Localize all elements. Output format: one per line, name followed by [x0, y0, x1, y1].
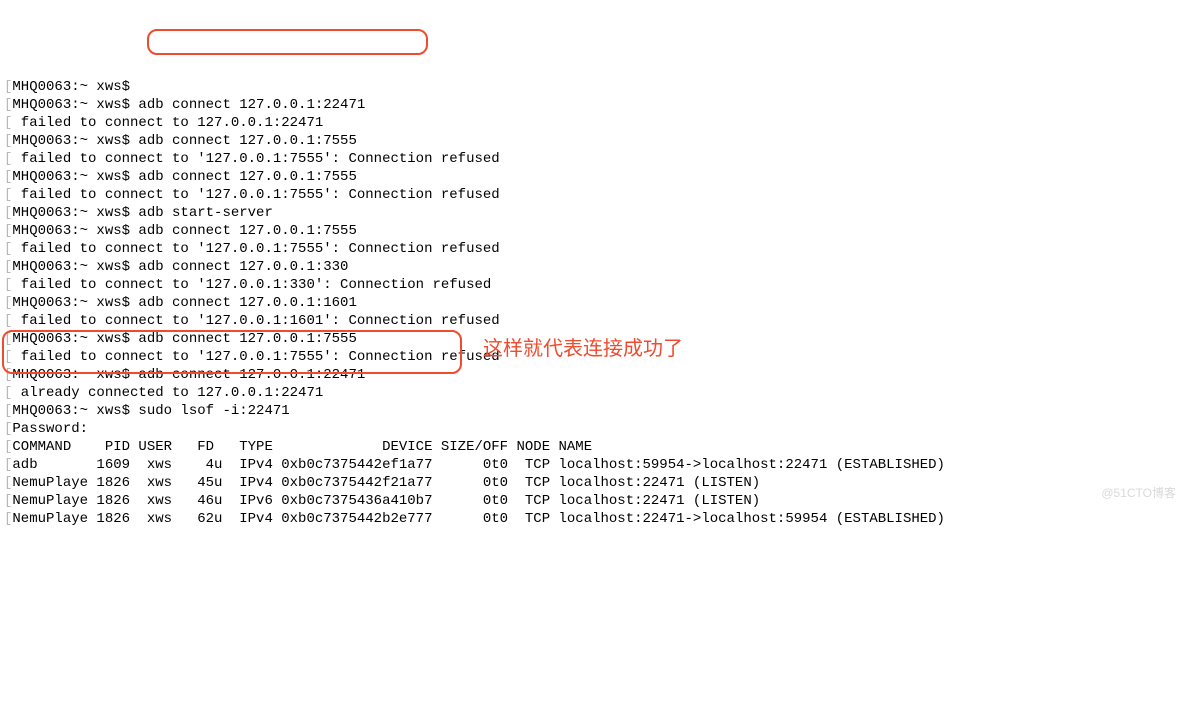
lsof-header: [COMMAND PID USER FD TYPE DEVICE SIZE/OF… — [4, 438, 1180, 456]
terminal-line: [ failed to connect to '127.0.0.1:330': … — [4, 276, 1180, 294]
lsof-row: [NemuPlaye 1826 xws 45u IPv4 0xb0c737544… — [4, 474, 1180, 492]
lsof-row: [NemuPlaye 1826 xws 62u IPv4 0xb0c737544… — [4, 510, 1180, 528]
terminal-line: [ failed to connect to '127.0.0.1:7555':… — [4, 240, 1180, 258]
terminal-line: [MHQ0063:~ xws$ adb start-server — [4, 204, 1180, 222]
terminal-output: [MHQ0063:~ xws$ [MHQ0063:~ xws$ adb conn… — [4, 78, 1180, 528]
terminal-line: [ already connected to 127.0.0.1:22471 — [4, 384, 1180, 402]
terminal-line: [MHQ0063:~ xws$ adb connect 127.0.0.1:75… — [4, 168, 1180, 186]
terminal-line: [Password: — [4, 420, 1180, 438]
terminal-line: [ failed to connect to '127.0.0.1:7555':… — [4, 186, 1180, 204]
terminal-line: [ failed to connect to '127.0.0.1:7555':… — [4, 150, 1180, 168]
lsof-row: [NemuPlaye 1826 xws 46u IPv6 0xb0c737543… — [4, 492, 1180, 510]
terminal-line: [MHQ0063:~ xws$ adb connect 127.0.0.1:16… — [4, 294, 1180, 312]
terminal-line: [MHQ0063:~ xws$ sudo lsof -i:22471 — [4, 402, 1180, 420]
watermark: @51CTO博客 — [1101, 484, 1176, 502]
terminal-line: [MHQ0063:~ xws$ adb connect 127.0.0.1:75… — [4, 132, 1180, 150]
terminal-line: [MHQ0063:~ xws$ adb connect 127.0.0.1:22… — [4, 366, 1180, 384]
terminal-line: [MHQ0063:~ xws$ — [4, 78, 1180, 96]
annotation-label: 这样就代表连接成功了 — [483, 340, 683, 358]
terminal-line: [MHQ0063:~ xws$ adb connect 127.0.0.1:22… — [4, 96, 1180, 114]
lsof-row: [adb 1609 xws 4u IPv4 0xb0c7375442ef1a77… — [4, 456, 1180, 474]
terminal-line: [MHQ0063:~ xws$ adb connect 127.0.0.1:33… — [4, 258, 1180, 276]
highlight-box-1 — [147, 29, 428, 55]
terminal-line: [ failed to connect to 127.0.0.1:22471 — [4, 114, 1180, 132]
terminal-line: [ failed to connect to '127.0.0.1:1601':… — [4, 312, 1180, 330]
terminal-line: [MHQ0063:~ xws$ adb connect 127.0.0.1:75… — [4, 222, 1180, 240]
